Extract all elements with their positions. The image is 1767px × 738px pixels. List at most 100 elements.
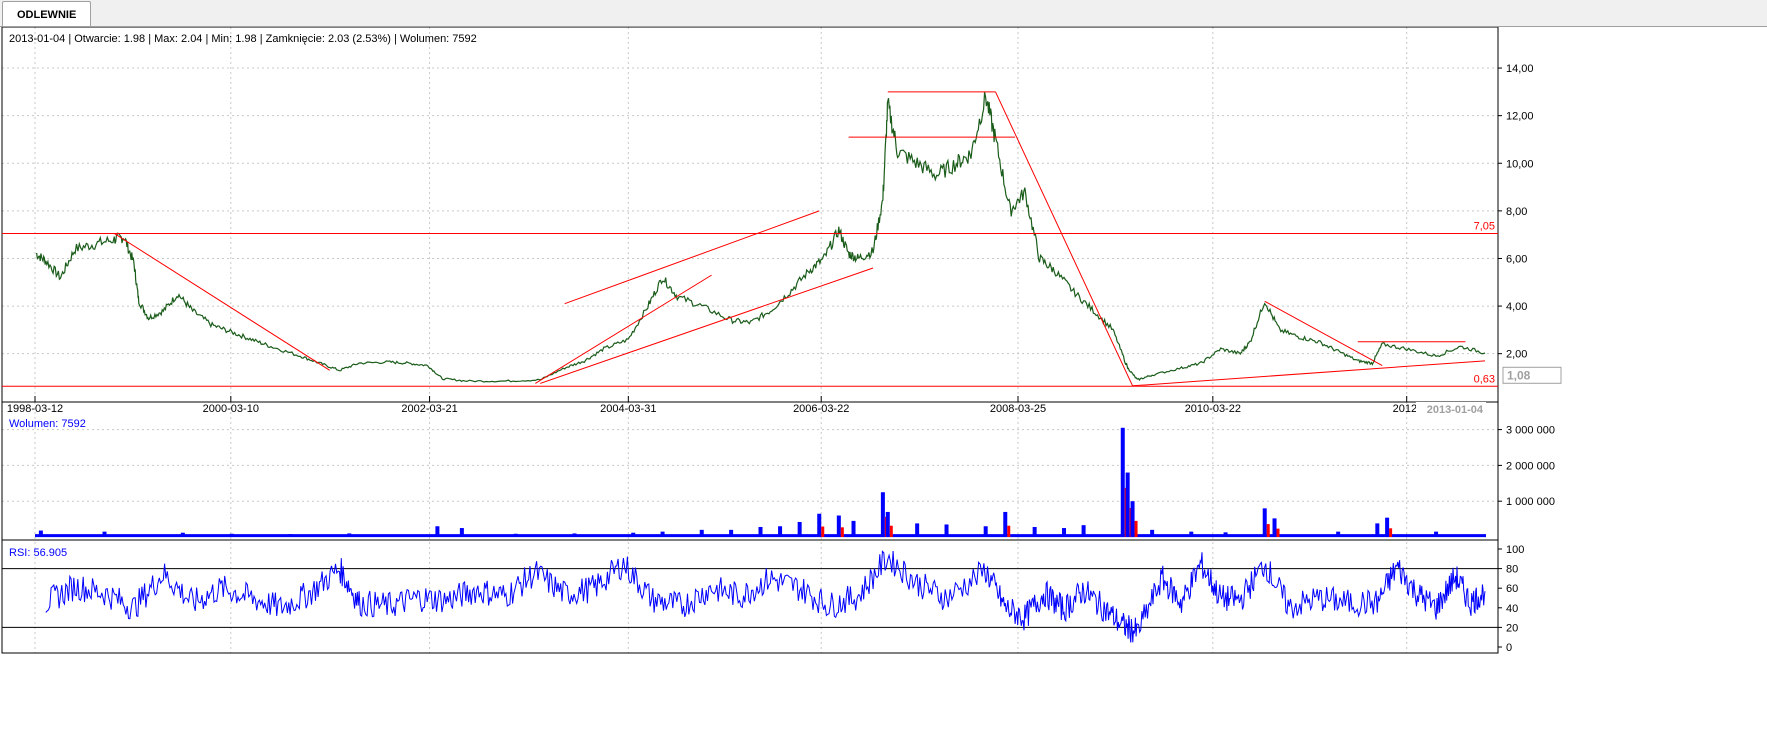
volume-bar (1003, 511, 1008, 537)
volume-bar (1062, 528, 1067, 537)
volume-bar-overlay (1276, 528, 1280, 537)
y-tick-label: 14,00 (1506, 63, 1534, 75)
volume-bar (836, 515, 841, 537)
volume-bar (880, 492, 885, 537)
rsi-line (2, 550, 1498, 643)
volume-bar (38, 530, 43, 537)
chart-area[interactable]: 1998-03-12 2000-03-10 2002-03-21 2004-03-31… (0, 26, 1767, 735)
volume-bar (983, 526, 988, 537)
rsi-tick-label: 20 (1506, 622, 1518, 634)
volume-bar-overlay (1266, 524, 1270, 537)
y-tick-label: 12,00 (1506, 111, 1534, 123)
volume-bar (1336, 531, 1341, 537)
volume-bar (1032, 526, 1037, 537)
volume-bar (778, 526, 783, 537)
x-tick-label: 2010-03-22 (1185, 403, 1241, 415)
grid-lines (2, 27, 1498, 653)
volume-bar-overlay (1134, 520, 1138, 537)
tab-bar: ODLEWNIE (0, 0, 1767, 27)
y-tick-label: 8,00 (1506, 206, 1527, 218)
trendline (995, 91, 1134, 387)
last-date-box (1416, 402, 1486, 417)
volume-bar (631, 532, 636, 537)
volume-bar (758, 526, 763, 537)
volume-bar (1189, 531, 1194, 537)
volume-bar (513, 533, 518, 537)
level-label: 0,63 (1474, 373, 1495, 385)
x-tick-label: 1998-03-12 (7, 403, 63, 415)
volume-bar (1130, 501, 1135, 537)
rsi-tick-label: 40 (1506, 603, 1518, 615)
volume-bar (885, 511, 890, 537)
current-value-label: 1,08 (1507, 368, 1531, 382)
trendlines (2, 91, 1498, 387)
level-label: 7,05 (1474, 220, 1495, 232)
volume-tick-label: 3 000 000 (1506, 425, 1555, 437)
volume-bar (406, 534, 411, 537)
axis-labels: 1998-03-12 2000-03-10 2002-03-21 2004-03-31… (7, 63, 1562, 654)
volume-tick-label: 1 000 000 (1506, 496, 1555, 508)
volume-bar-overlay (1007, 525, 1011, 537)
y-tick-label: 4,00 (1506, 301, 1527, 313)
plot-frame (1, 26, 1499, 654)
price-series-line (35, 91, 1486, 383)
volume-tick-label: 2 000 000 (1506, 460, 1555, 472)
trendline (1264, 300, 1383, 367)
volume-bar (797, 521, 802, 537)
trendline (1132, 360, 1486, 387)
rsi-tick-label: 80 (1506, 564, 1518, 576)
stock-chart: 1998-03-12 2000-03-10 2002-03-21 2004-03-31… (1, 26, 1562, 654)
panel-frames (1, 26, 1499, 654)
volume-bar (944, 524, 949, 537)
x-tick-label: 2004-03-31 (600, 403, 656, 415)
y-tick-label: 2,00 (1506, 349, 1527, 361)
y-tick-label: 10,00 (1506, 158, 1534, 170)
rsi-header: RSI: 56.905 (9, 547, 67, 559)
volume-bar (229, 533, 234, 537)
volume-bar (347, 533, 352, 537)
volume-bar (1385, 517, 1390, 537)
volume-bar (1375, 523, 1380, 537)
rsi-tick-label: 60 (1506, 583, 1518, 595)
trendline (564, 210, 820, 305)
rsi-tick-label: 100 (1506, 544, 1524, 556)
volume-bar (817, 513, 822, 537)
x-tick-label: 2012- (1393, 403, 1421, 415)
volume-bar (288, 534, 293, 537)
volume-bar (1150, 529, 1155, 537)
volume-bar-overlay (821, 526, 825, 537)
volume-bar (1434, 531, 1439, 537)
x-tick-label: 2002-03-21 (401, 403, 457, 415)
volume-bar (699, 529, 704, 537)
x-tick-label: 2008-03-25 (990, 403, 1046, 415)
volume-bar (851, 520, 856, 537)
rsi-series-line (45, 550, 1486, 643)
volume-bar (1125, 472, 1130, 537)
volume-bar (1120, 427, 1125, 537)
volume-bar (729, 529, 734, 537)
volume-bar (435, 526, 440, 537)
volume-bar (1223, 532, 1228, 537)
last-date-label: 2013-01-04 (1427, 404, 1484, 416)
volume-bar (102, 531, 107, 537)
volume-bar (180, 532, 185, 537)
volume-bar (572, 533, 577, 537)
volume-bar-overlay (840, 527, 844, 537)
y-tick-label: 6,00 (1506, 253, 1527, 265)
trendline (540, 267, 874, 384)
volume-bar (459, 528, 464, 537)
volume-bars (35, 427, 1486, 538)
volume-bar (915, 523, 920, 537)
price-header: 2013-01-04 | Otwarcie: 1.98 | Max: 2.04 … (9, 33, 477, 45)
trendline (114, 233, 330, 371)
tab-odlewnie[interactable]: ODLEWNIE (2, 1, 92, 26)
volume-bar-overlay (1389, 528, 1393, 537)
volume-bar (660, 531, 665, 537)
trendline (535, 274, 712, 384)
price-line (35, 91, 1486, 383)
current-value-box (1502, 366, 1562, 384)
x-tick-label: 2000-03-10 (203, 403, 259, 415)
x-tick-label: 2006-03-22 (793, 403, 849, 415)
volume-bar (1262, 508, 1267, 537)
volume-header: Wolumen: 7592 (9, 418, 86, 430)
